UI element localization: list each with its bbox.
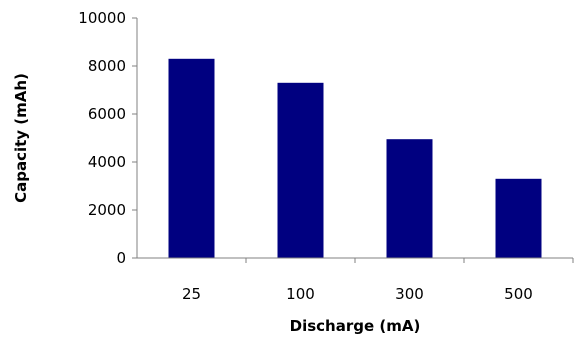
x-axis: 25 100 300 500: [137, 257, 574, 303]
bar-300: [386, 139, 433, 258]
y-axis-title: Capacity (mAh): [12, 73, 30, 203]
y-tick-label: 10000: [78, 9, 126, 27]
y-tick-label: 2000: [88, 201, 126, 219]
y-axis: 0 2000 4000 6000 8000 10000: [78, 9, 138, 267]
x-tick-label-25: 25: [182, 285, 201, 303]
y-tick-label: 8000: [88, 57, 126, 75]
bar-25: [168, 58, 215, 258]
y-tick-label: 0: [116, 249, 126, 267]
x-tick-label-100: 100: [286, 285, 315, 303]
bar-100: [277, 82, 324, 258]
x-tick-label-300: 300: [395, 285, 424, 303]
plot-area: [168, 58, 542, 258]
x-tick-label-500: 500: [504, 285, 533, 303]
y-tick-label: 6000: [88, 105, 126, 123]
y-tick-label: 4000: [88, 153, 126, 171]
bar-500: [495, 178, 542, 258]
x-axis-title: Discharge (mA): [290, 317, 421, 335]
